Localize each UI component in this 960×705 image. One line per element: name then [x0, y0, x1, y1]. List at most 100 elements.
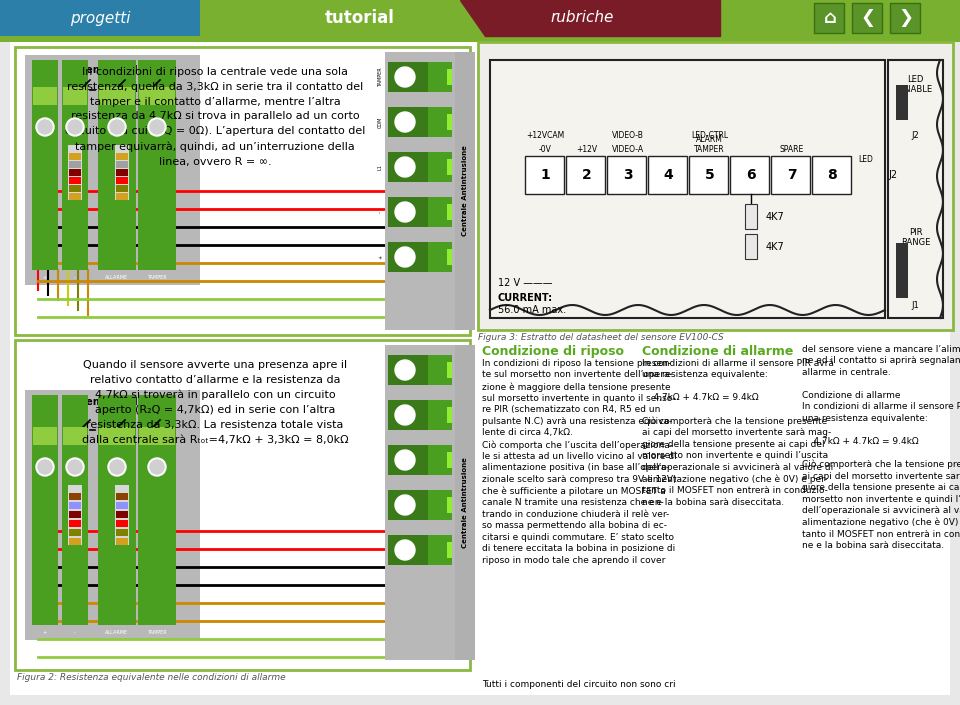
Polygon shape [460, 0, 720, 36]
Bar [447, 542, 452, 558]
Text: TAMPER: TAMPER [147, 630, 167, 635]
Bar [138, 395, 176, 625]
Text: +: + [378, 255, 383, 259]
Bar [490, 60, 885, 318]
Circle shape [395, 67, 415, 87]
Bar [607, 156, 646, 194]
Bar [896, 85, 908, 120]
Text: -0V: -0V [540, 145, 552, 154]
Text: 3: 3 [623, 168, 633, 182]
Text: del sensore viene a mancare l’alimentazio-
ne ed il contatto si aprirà segnaland: del sensore viene a mancare l’alimentazi… [802, 345, 960, 550]
Bar [115, 145, 129, 200]
Bar [447, 204, 452, 220]
Text: 6: 6 [746, 168, 756, 182]
Circle shape [148, 118, 166, 136]
Bar [98, 395, 136, 625]
Bar [388, 490, 452, 520]
Bar [388, 242, 428, 272]
Bar [116, 529, 128, 536]
Text: COM: COM [378, 116, 383, 128]
Circle shape [395, 540, 415, 560]
Bar [63, 427, 87, 445]
Circle shape [395, 450, 415, 470]
Bar [115, 485, 129, 545]
Text: In condizioni di allarme il sensore PIR avrà
una resistenza equivalente:

    4,: In condizioni di allarme il sensore PIR … [642, 359, 834, 507]
Bar [62, 60, 88, 270]
Text: SPARE: SPARE [780, 145, 804, 154]
Text: rubriche: rubriche [550, 11, 613, 25]
Text: +12V: +12V [576, 145, 597, 154]
Circle shape [395, 202, 415, 222]
Text: In condizioni di riposo la centrale vede una sola
resistenza, quella da 3,3kΩ in: In condizioni di riposo la centrale vede… [65, 67, 365, 166]
Circle shape [68, 460, 82, 474]
Bar [116, 185, 128, 192]
Bar [385, 52, 455, 330]
Bar [388, 490, 428, 520]
Circle shape [110, 120, 124, 134]
Bar [566, 156, 605, 194]
Text: -: - [74, 275, 76, 280]
Text: ❮: ❮ [860, 9, 876, 27]
Bar [32, 60, 58, 270]
Text: 5: 5 [705, 168, 714, 182]
Text: 1: 1 [540, 168, 550, 182]
Bar [69, 193, 81, 200]
Bar [69, 153, 81, 160]
Bar [63, 87, 87, 105]
Circle shape [38, 460, 52, 474]
Bar [447, 159, 452, 175]
Bar [33, 87, 57, 105]
Circle shape [66, 118, 84, 136]
Bar [33, 427, 57, 445]
Bar [69, 511, 81, 518]
Bar [388, 535, 452, 565]
Bar [478, 42, 953, 330]
Text: 4K7: 4K7 [765, 242, 784, 252]
Bar [388, 355, 452, 385]
Text: J1: J1 [912, 302, 920, 310]
Text: TAMPER: TAMPER [147, 275, 167, 280]
Text: ALARM
TAMPER: ALARM TAMPER [694, 135, 725, 154]
Bar [69, 538, 81, 545]
Bar [116, 511, 128, 518]
Circle shape [150, 120, 164, 134]
Text: Quando il sensore avverte una presenza apre il
relativo contatto d’allarme e la : Quando il sensore avverte una presenza a… [82, 360, 348, 445]
Bar [139, 87, 175, 105]
Bar [15, 47, 470, 335]
Bar [388, 107, 452, 137]
Text: Condizione di allarme: Condizione di allarme [642, 345, 793, 358]
Bar [388, 197, 452, 227]
Bar [99, 427, 135, 445]
Text: 7: 7 [786, 168, 796, 182]
Bar [388, 445, 452, 475]
Text: ⌂: ⌂ [824, 9, 836, 27]
Text: +12VCAM: +12VCAM [526, 131, 564, 140]
Circle shape [108, 118, 126, 136]
Bar [69, 493, 81, 500]
Bar [525, 156, 564, 194]
Text: L1: L1 [378, 164, 383, 170]
Bar [0, 0, 960, 36]
Bar [116, 193, 128, 200]
Bar [455, 345, 475, 660]
Text: 4K7: 4K7 [765, 212, 784, 222]
Bar [447, 407, 452, 423]
Bar [812, 156, 851, 194]
Bar [116, 538, 128, 545]
Text: LED-CTRL: LED-CTRL [691, 131, 728, 140]
Circle shape [36, 458, 54, 476]
Text: -: - [74, 630, 76, 635]
Bar [68, 145, 82, 200]
Bar [447, 452, 452, 468]
Text: Sensore PIR: Sensore PIR [80, 397, 146, 407]
Bar [138, 60, 176, 270]
Bar [116, 161, 128, 168]
Bar [388, 62, 428, 92]
Bar [388, 107, 428, 137]
Text: VIDEO-A: VIDEO-A [612, 145, 643, 154]
Circle shape [108, 458, 126, 476]
Text: +: + [43, 630, 47, 635]
Bar [388, 152, 428, 182]
Bar [447, 362, 452, 378]
Bar [745, 234, 756, 259]
